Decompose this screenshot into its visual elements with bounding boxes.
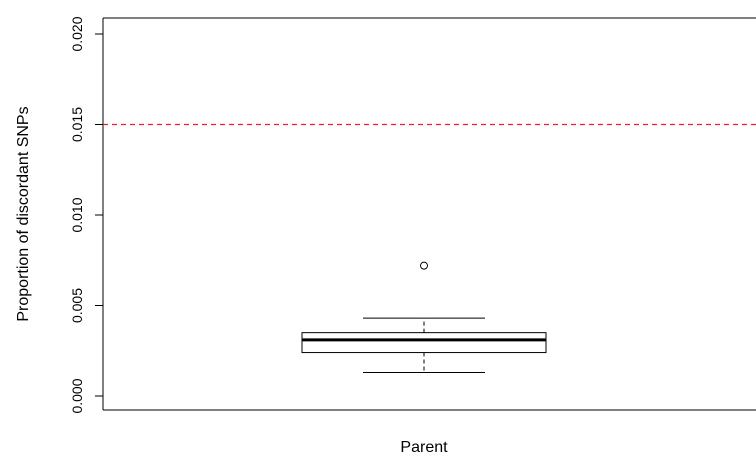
y-tick-label: 0.010: [69, 197, 85, 232]
y-axis: 0.000 0.005 0.010 0.015 0.020: [69, 16, 103, 414]
x-category-labels: Parent: [400, 439, 448, 456]
outlier-point: [420, 261, 428, 270]
box-parent: [301, 261, 547, 373]
plot-frame-group: [102, 17, 756, 411]
y-tick-label: 0.020: [69, 16, 85, 51]
y-tick-label: 0.000: [69, 378, 85, 413]
y-tick-label: 0.005: [69, 288, 85, 323]
boxplot-group: [301, 261, 547, 373]
y-axis-title: Proportion of discordant SNPs: [15, 106, 32, 321]
y-tick-label: 0.015: [69, 107, 85, 142]
x-category-label: Parent: [400, 439, 448, 456]
iqr-box: [301, 332, 547, 354]
